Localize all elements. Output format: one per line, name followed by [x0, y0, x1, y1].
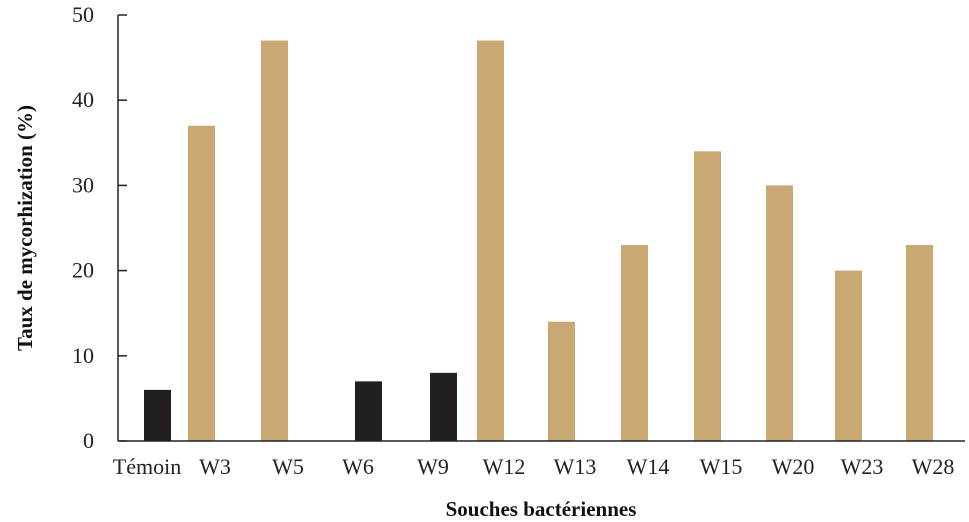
x-tick-label: W15 — [700, 454, 743, 479]
bar-w15 — [694, 151, 721, 441]
x-tick-label: W3 — [199, 454, 231, 479]
y-axis-ticks: 0 10 20 30 40 50 — [72, 2, 127, 453]
x-tick-label: Témoin — [113, 454, 181, 479]
bar-tmoin — [144, 389, 171, 441]
x-axis-ticks: Témoin W3 W5 W6 W9 W12 W13 W14 W15 W20 W23 W28 — [113, 454, 955, 479]
y-tick-label: 20 — [72, 258, 94, 283]
x-tick-label: W28 — [912, 454, 955, 479]
y-tick-label: 30 — [72, 172, 94, 197]
bar-w6 — [355, 381, 382, 441]
x-tick-label: W14 — [627, 454, 670, 479]
bar-w5 — [261, 40, 288, 442]
y-tick-label: 0 — [83, 428, 94, 453]
x-tick-label: W12 — [483, 454, 526, 479]
x-tick-label: W13 — [554, 454, 597, 479]
bar-w13 — [548, 321, 575, 441]
x-tick-label: W5 — [272, 454, 304, 479]
bar-w20 — [766, 185, 793, 441]
y-tick-label: 50 — [72, 2, 94, 27]
bar-w9 — [430, 372, 457, 441]
bar-w23 — [835, 270, 862, 441]
y-axis-title: Taux de mycorhization (%) — [13, 105, 37, 351]
bar-w28 — [906, 245, 933, 441]
x-tick-label: W20 — [772, 454, 815, 479]
bar-w14 — [621, 245, 648, 441]
y-tick-label: 10 — [72, 343, 94, 368]
x-axis-title: Souches bactériennes — [446, 497, 637, 521]
x-tick-label: W9 — [417, 454, 449, 479]
x-tick-label: W6 — [342, 454, 374, 479]
bar-w12 — [477, 40, 504, 442]
x-tick-label: W23 — [841, 454, 884, 479]
bar-w3 — [188, 125, 215, 441]
bars-group — [144, 40, 933, 442]
y-tick-label: 40 — [72, 87, 94, 112]
